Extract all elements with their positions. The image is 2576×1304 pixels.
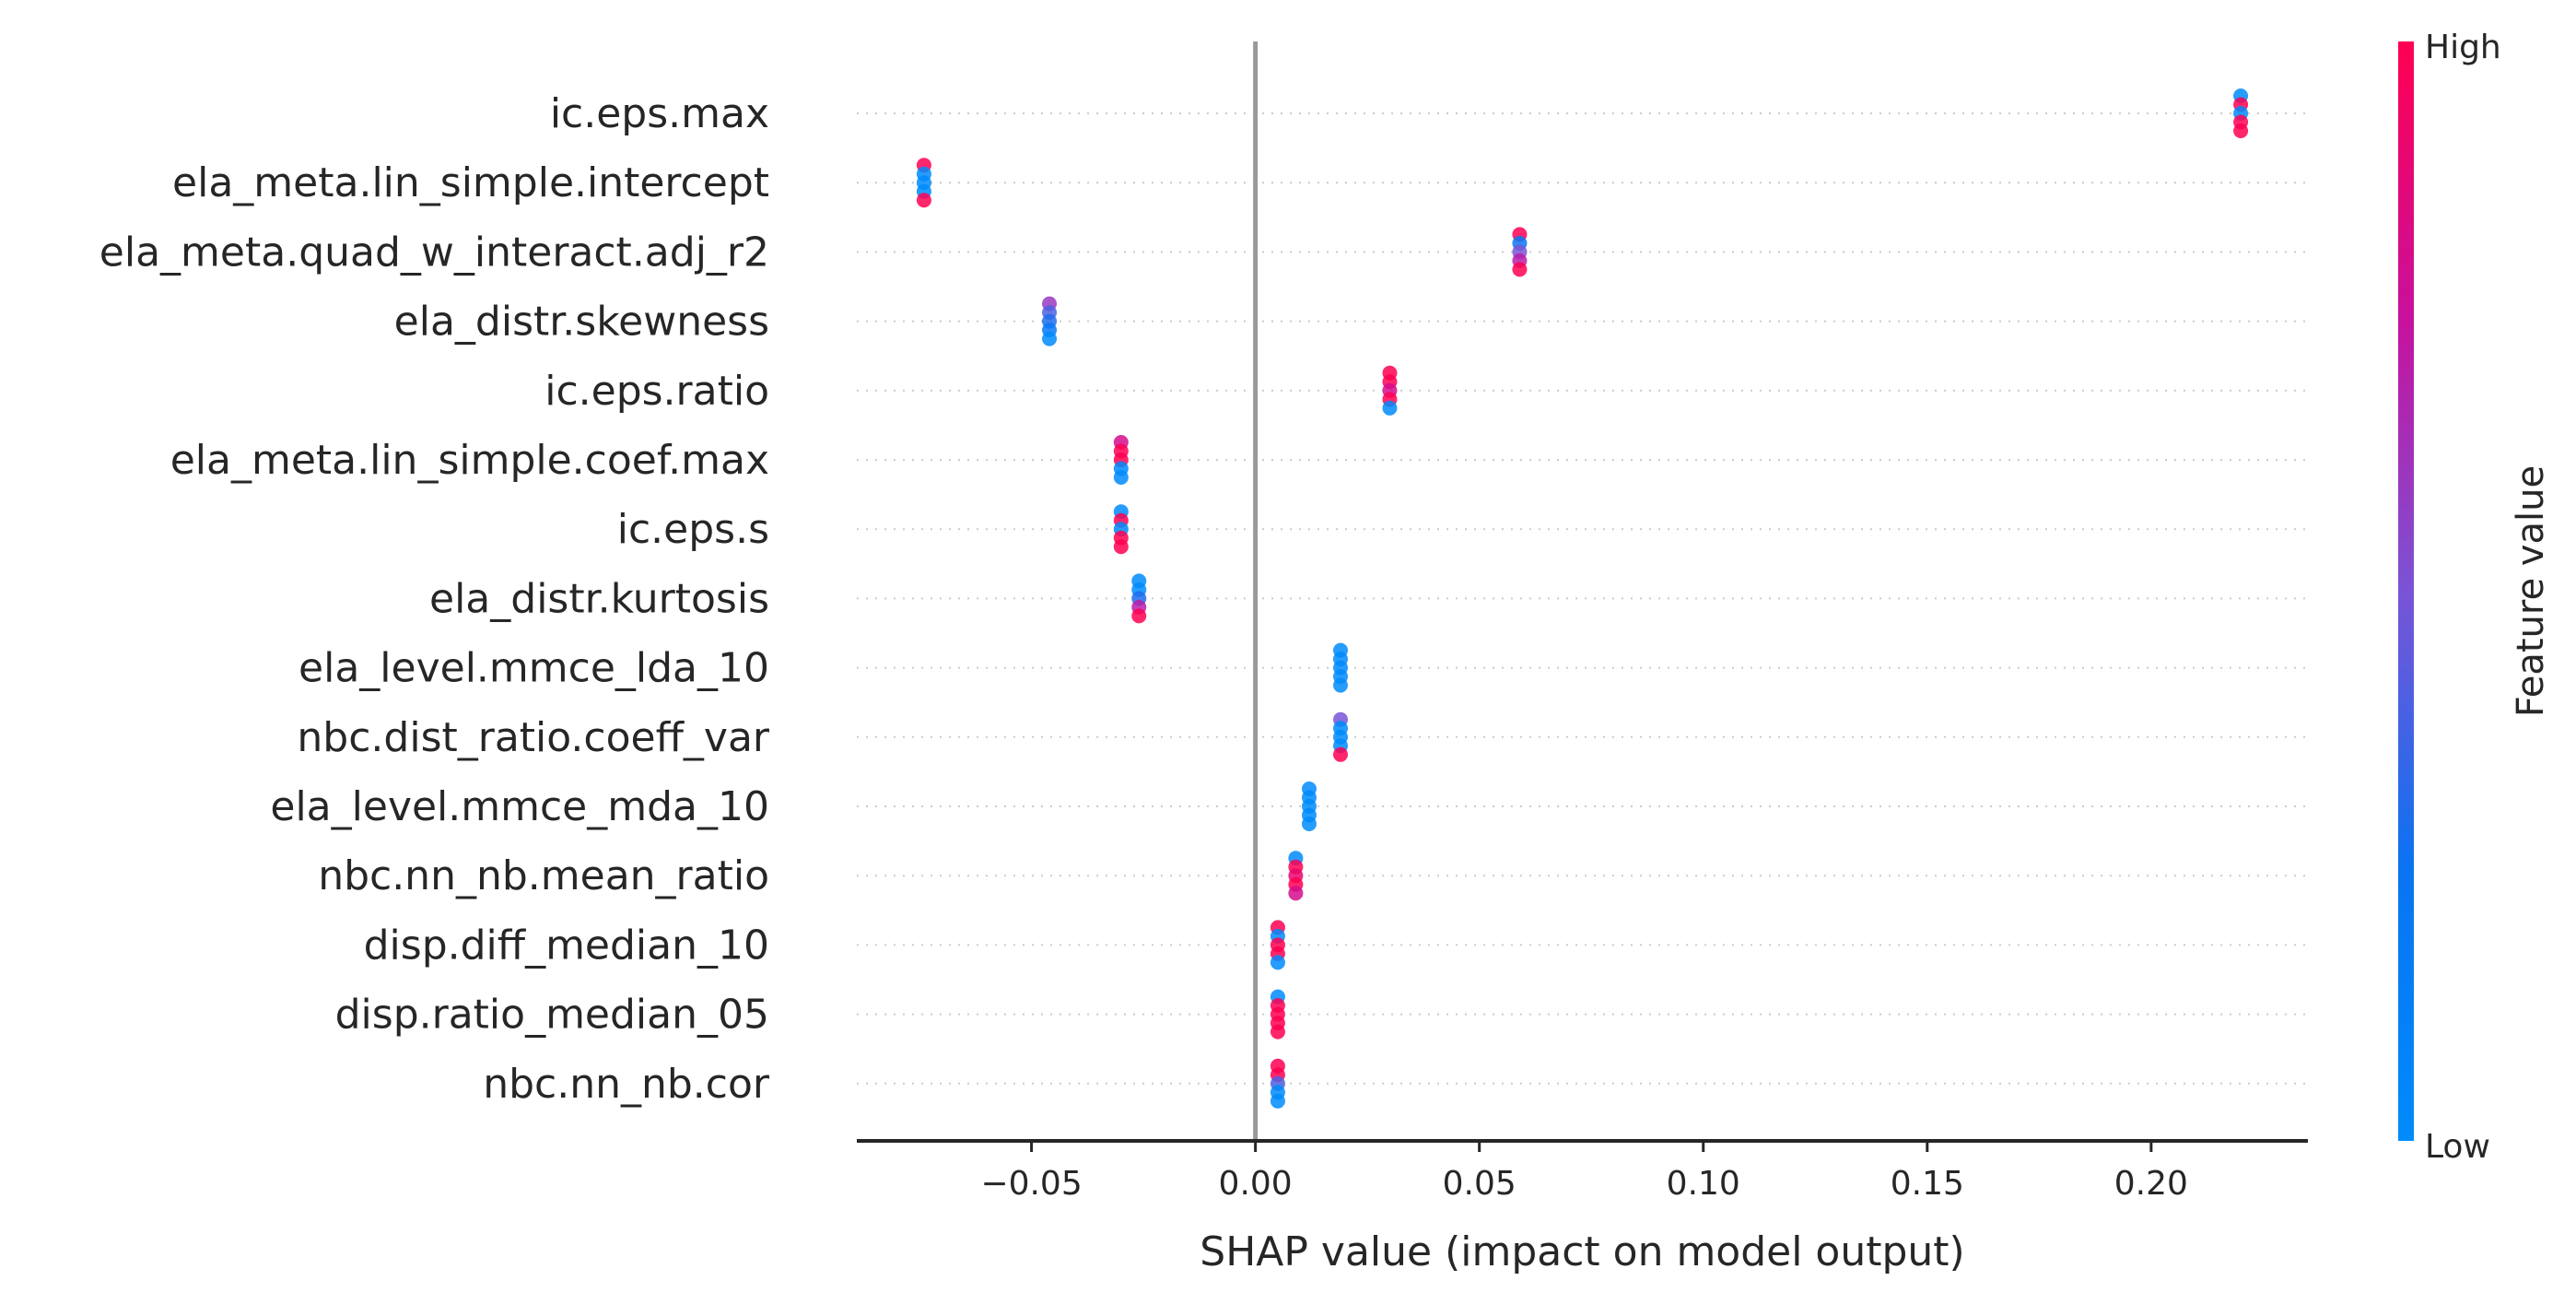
- feature-label: disp.ratio_median_05: [335, 992, 769, 1039]
- feature-label: ela_distr.skewness: [394, 299, 769, 346]
- feature-label: ela_meta.quad_w_interact.adj_r2: [100, 229, 769, 276]
- x-tick-label: 0.15: [1891, 1165, 1964, 1203]
- shap-point: [1512, 262, 1528, 277]
- feature-label: ela_meta.lin_simple.intercept: [172, 159, 769, 206]
- colorbar: High Low Feature value: [2398, 29, 2552, 1166]
- feature-label: disp.diff_median_10: [364, 922, 769, 969]
- shap-point: [1113, 470, 1129, 485]
- feature-label: ela_level.mmce_lda_10: [299, 645, 769, 692]
- feature-label: ela_distr.kurtosis: [429, 575, 769, 622]
- shap-point: [916, 193, 931, 208]
- x-axis-ticks: −0.05 0.00 0.05 0.10 0.15 0.20: [980, 1141, 2188, 1203]
- colorbar-low-label: Low: [2425, 1128, 2490, 1166]
- x-tick-label: 0.20: [2114, 1165, 2188, 1203]
- shap-point: [1333, 677, 1348, 693]
- x-tick-label: 0.05: [1443, 1165, 1516, 1203]
- feature-label: ic.eps.ratio: [544, 368, 769, 415]
- colorbar-title: Feature value: [2510, 465, 2552, 717]
- shap-point: [1270, 1093, 1285, 1109]
- x-tick-label: 0.10: [1667, 1165, 1740, 1203]
- colorbar-high-label: High: [2425, 29, 2501, 66]
- shap-points: [916, 88, 2249, 1109]
- shap-point: [1270, 1024, 1285, 1040]
- x-tick-label: 0.00: [1219, 1165, 1293, 1203]
- shap-point: [1270, 955, 1285, 970]
- feature-label: nbc.dist_ratio.coeff_var: [297, 714, 769, 761]
- feature-label: ela_meta.lin_simple.coef.max: [170, 437, 769, 484]
- feature-label: ic.eps.max: [550, 90, 769, 137]
- shap-point: [2233, 123, 2249, 138]
- shap-point: [1042, 331, 1058, 347]
- feature-label: ela_level.mmce_mda_10: [270, 783, 769, 830]
- shap-point: [1333, 746, 1348, 762]
- feature-label: nbc.nn_nb.mean_ratio: [318, 852, 769, 899]
- x-tick-label: −0.05: [980, 1165, 1082, 1203]
- row-gridlines: [857, 112, 2308, 1085]
- colorbar-gradient: [2398, 41, 2414, 1141]
- shap-point: [1301, 816, 1317, 831]
- x-axis-title: SHAP value (impact on model output): [1200, 1228, 1964, 1275]
- shap-point: [1131, 608, 1147, 624]
- feature-labels: ic.eps.max ela_meta.lin_simple.intercepte…: [100, 90, 770, 1108]
- feature-label: ic.eps.s: [617, 506, 769, 553]
- feature-label: nbc.nn_nb.cor: [483, 1061, 770, 1108]
- shap-point: [1113, 539, 1129, 555]
- shap-point: [1382, 400, 1398, 416]
- shap-point: [1288, 886, 1304, 901]
